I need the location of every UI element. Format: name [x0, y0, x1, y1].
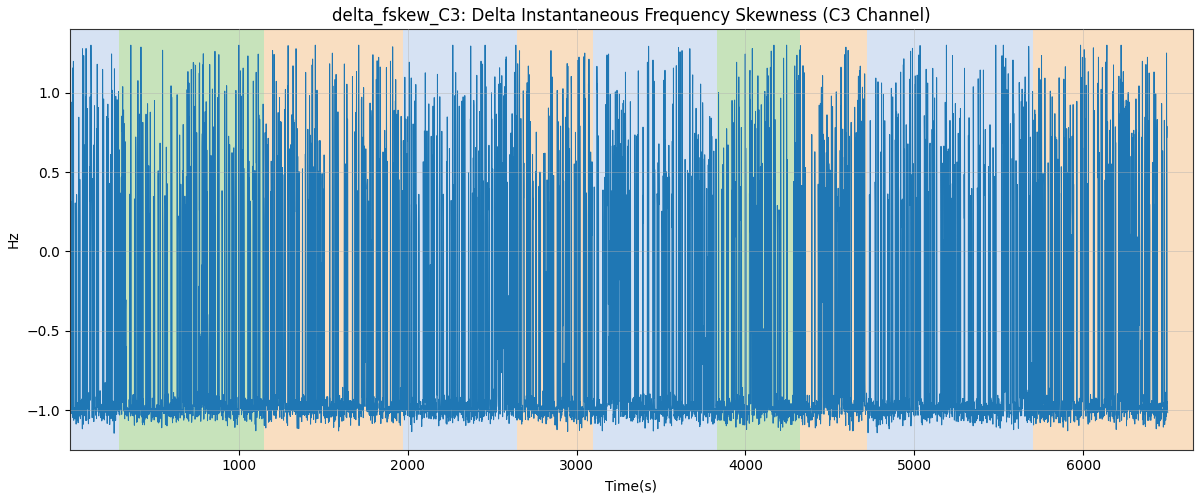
Bar [716, 30, 799, 450]
Bar [1032, 30, 1193, 450]
Bar [799, 30, 868, 450]
Y-axis label: Hz: Hz [7, 230, 20, 248]
Title: delta_fskew_C3: Delta Instantaneous Frequency Skewness (C3 Channel): delta_fskew_C3: Delta Instantaneous Freq… [332, 7, 931, 25]
Bar [517, 30, 594, 450]
Bar [264, 30, 402, 450]
Bar [119, 30, 264, 450]
Bar [868, 30, 1032, 450]
Bar [70, 30, 119, 450]
Bar [594, 30, 716, 450]
X-axis label: Time(s): Time(s) [606, 479, 658, 493]
Bar [402, 30, 517, 450]
